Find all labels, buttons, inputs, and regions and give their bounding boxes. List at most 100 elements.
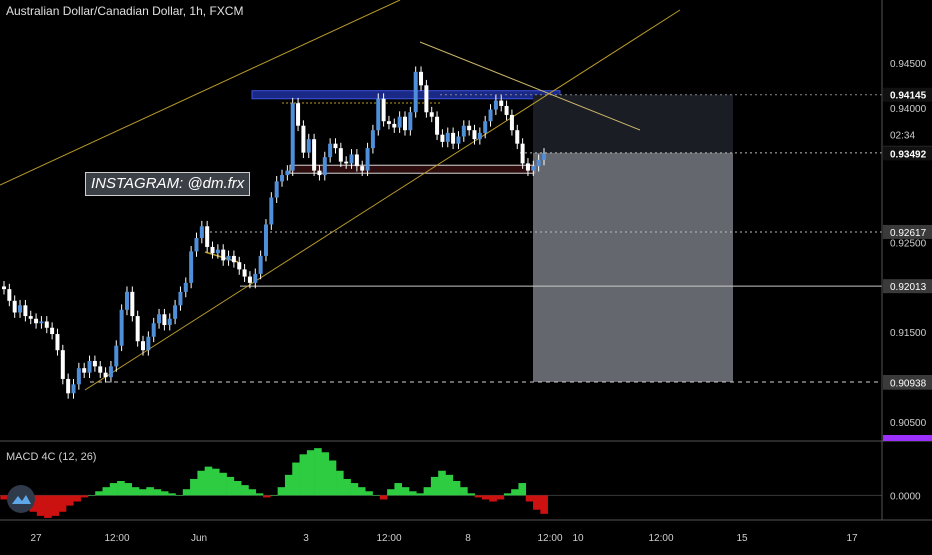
candle-body <box>263 224 268 256</box>
macd-bar <box>146 487 154 496</box>
macd-bar <box>460 487 468 496</box>
candle-body <box>119 309 124 346</box>
macd-bar <box>219 472 227 496</box>
price-label: 0.92617 <box>890 228 927 239</box>
macd-bar <box>233 481 242 496</box>
candle-body <box>328 143 333 158</box>
macd-bar <box>255 493 264 496</box>
price-label-bg <box>883 279 932 294</box>
macd-bar <box>306 450 315 496</box>
macd-bar <box>423 487 432 496</box>
take-profit-zone <box>533 152 733 382</box>
candle-body <box>392 123 397 128</box>
candle-body <box>76 368 81 385</box>
macd-bar <box>489 495 497 502</box>
macd-bar <box>109 483 118 496</box>
macd-bar <box>350 483 359 496</box>
time-tick-label: 12:00 <box>537 533 562 544</box>
candle-body <box>472 130 477 140</box>
time-tick-label: 12:00 <box>104 533 129 544</box>
candle-body <box>226 255 231 261</box>
candle-body <box>456 136 461 144</box>
candle-body <box>50 327 55 335</box>
macd-bar <box>182 489 191 496</box>
candle-body <box>509 114 514 131</box>
macd-bar <box>314 448 322 496</box>
macd-title: MACD 4C (12, 26) <box>6 451 97 463</box>
macd-bar <box>0 495 8 500</box>
candle-body <box>467 125 472 131</box>
candle-body <box>301 125 306 153</box>
macd-bar <box>153 489 162 496</box>
candle-body <box>258 255 263 274</box>
lower-channel-line <box>84 9 681 391</box>
candle-body <box>370 130 375 149</box>
macd-bar <box>379 495 388 500</box>
price-label: 0.90938 <box>890 379 927 390</box>
macd-bar <box>226 476 235 496</box>
macd-bar <box>511 489 519 496</box>
candle-body <box>55 334 60 351</box>
candle-body <box>381 98 386 122</box>
macd-bar <box>175 495 184 496</box>
upper-channel-line <box>0 0 401 186</box>
candle-body <box>34 318 39 324</box>
candle-body <box>285 170 290 176</box>
candle-body <box>354 154 359 167</box>
candle-body <box>397 116 402 128</box>
candle-body <box>210 246 215 254</box>
candle-body <box>231 255 236 263</box>
candle-body <box>488 109 493 122</box>
macd-bar <box>204 466 213 496</box>
macd-bar <box>73 495 81 502</box>
macd-bar <box>438 470 446 496</box>
candle-body <box>253 273 258 283</box>
macd-bar <box>540 495 548 514</box>
macd-bar <box>328 460 337 496</box>
macd-bar <box>284 474 293 496</box>
macd-bar <box>430 476 439 496</box>
candle-body <box>247 276 252 283</box>
candle-body <box>178 291 183 306</box>
resistance-zone <box>251 90 561 100</box>
candle-body <box>451 132 456 144</box>
candle-body <box>92 360 97 367</box>
candle-body <box>536 159 541 167</box>
candle-body <box>269 197 274 225</box>
macd-bar <box>474 495 483 498</box>
macd-bar <box>131 487 140 496</box>
price-label-bg <box>883 375 932 390</box>
candle-body <box>205 226 210 247</box>
macd-bar <box>416 493 424 496</box>
macd-bar <box>321 452 330 496</box>
candle-body <box>542 153 546 160</box>
macd-bar <box>190 478 198 496</box>
macd-bar <box>58 495 67 512</box>
candle-body <box>108 366 113 378</box>
macd-bar <box>241 485 249 496</box>
time-tick-label: 12:00 <box>648 533 673 544</box>
descending-trend-line <box>419 41 641 131</box>
candle-body <box>322 157 327 176</box>
candle-body <box>402 116 407 131</box>
logo-mountain-icon <box>12 495 31 504</box>
time-tick-label: Jun <box>191 533 207 544</box>
macd-bar <box>496 495 505 500</box>
candle-body <box>103 372 108 378</box>
candle-body <box>531 166 536 171</box>
macd-bar <box>277 487 286 496</box>
candle-body <box>349 154 354 164</box>
candle-body <box>2 286 6 290</box>
price-label-bg <box>883 87 932 102</box>
macd-bar <box>270 495 278 496</box>
candle-body <box>167 318 172 326</box>
candle-body <box>424 85 429 113</box>
macd-bar <box>117 481 125 496</box>
macd-bar <box>409 491 417 496</box>
candle-body <box>280 175 285 182</box>
macd-bar <box>467 493 475 496</box>
candle-body <box>365 148 370 171</box>
macd-bar <box>292 462 300 496</box>
countdown-label: 02:34 <box>890 130 915 141</box>
